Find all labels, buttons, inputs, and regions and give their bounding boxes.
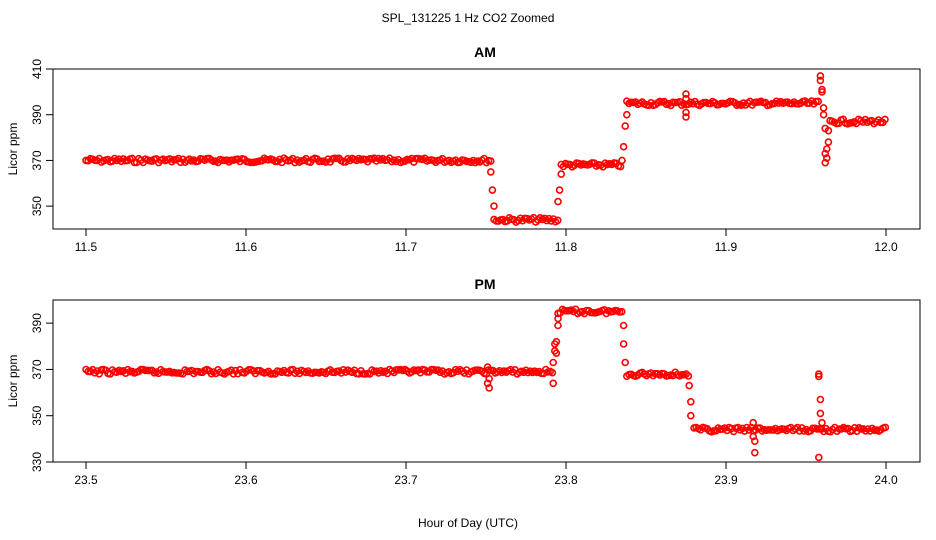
- pm-data-point: [549, 358, 558, 367]
- am-data-point: [557, 170, 566, 178]
- am-y-tick-label: 390: [30, 104, 44, 124]
- am-data-point: [816, 76, 825, 85]
- pm-panel: PM Licor ppm 23.5 23.6 23.7 23.8 23.9 24.0 330…: [6, 276, 921, 487]
- am-data-point: [682, 94, 690, 103]
- am-x-tick-label: 11.7: [395, 240, 418, 254]
- am-data-point: [555, 186, 564, 194]
- am-data-point: [682, 108, 690, 117]
- am-data-point: [486, 168, 495, 176]
- pm-y-tick-label: 350: [30, 405, 44, 425]
- am-data-point: [486, 157, 495, 165]
- pm-panel-title: PM: [475, 276, 496, 292]
- pm-data-point: [750, 448, 759, 457]
- am-data-point: [821, 158, 830, 167]
- pm-data-point: [816, 395, 825, 404]
- am-data-point: [490, 202, 498, 210]
- pm-data-point: [619, 321, 628, 330]
- am-plot-frame: [52, 68, 921, 230]
- pm-data-point: [554, 321, 562, 330]
- pm-data-point: [552, 349, 561, 358]
- am-data-point: [553, 216, 562, 225]
- am-data-point: [554, 197, 562, 206]
- am-x-tick-label: 11.5: [75, 240, 98, 254]
- pm-data-point: [749, 418, 758, 427]
- pm-data-point: [621, 358, 630, 367]
- am-axis-ticks: 11.5 11.6 11.7 11.8 11.9 12.0 350 370 390 410: [30, 59, 898, 254]
- pm-data-point: [617, 307, 626, 316]
- am-data-point: [824, 126, 833, 135]
- pm-data-point: [814, 453, 823, 462]
- am-y-tick-label: 410: [30, 59, 44, 79]
- pm-data-point: [552, 337, 561, 346]
- am-x-tick-label: 12.0: [874, 240, 898, 254]
- pm-x-tick-label: 24.0: [874, 473, 898, 487]
- pm-x-tick-label: 23.5: [74, 473, 98, 487]
- am-data-point: [821, 149, 830, 158]
- am-y-axis-label: Licor ppm: [6, 123, 20, 176]
- am-data-point: [822, 145, 831, 153]
- pm-data-point: [818, 418, 826, 427]
- pm-data-point: [685, 381, 694, 390]
- pm-plot-frame: [52, 299, 921, 463]
- am-y-tick-label: 350: [30, 196, 44, 216]
- am-x-tick-label: 11.6: [235, 240, 258, 254]
- am-data-point: [619, 142, 628, 151]
- pm-x-tick-label: 23.6: [234, 473, 258, 487]
- pm-data-point: [483, 379, 492, 388]
- am-data-point: [618, 156, 626, 165]
- pm-y-tick-label: 330: [30, 452, 44, 472]
- pm-data-point: [816, 409, 825, 418]
- pm-data-point: [554, 314, 562, 323]
- pm-data-point: [483, 363, 492, 371]
- figure-title: SPL_131225 1 Hz CO2 Zoomed: [382, 11, 555, 25]
- pm-x-tick-label: 23.7: [394, 473, 418, 487]
- am-data-point: [819, 104, 828, 112]
- pm-data-point: [549, 379, 558, 388]
- am-data-point: [682, 113, 690, 121]
- am-data-point: [488, 186, 497, 194]
- pm-data-point: [750, 437, 759, 446]
- am-data-point: [881, 115, 889, 124]
- am-data-point: [682, 90, 690, 98]
- pm-x-tick-label: 23.9: [714, 473, 738, 487]
- pm-data-point: [485, 374, 494, 383]
- am-panel: AM Licor ppm 11.5 11.6 11.7 11.8 11.9 12.0 350…: [6, 44, 921, 254]
- pm-y-tick-label: 390: [30, 313, 44, 333]
- pm-data-point: [814, 372, 823, 381]
- pm-axis-ticks: 23.5 23.6 23.7 23.8 23.9 24.0 330 350 370 390: [30, 313, 898, 487]
- pm-data-point: [881, 423, 890, 432]
- am-data-point: [622, 110, 631, 119]
- pm-data-point: [686, 397, 695, 406]
- am-data-point: [814, 97, 823, 106]
- pm-data-points: [82, 305, 890, 462]
- am-y-tick-label: 370: [30, 150, 44, 170]
- am-data-point: [822, 154, 831, 162]
- am-data-point: [621, 122, 630, 130]
- pm-data-point: [485, 384, 494, 392]
- am-data-point: [818, 88, 826, 96]
- x-axis-label: Hour of Day (UTC): [418, 516, 518, 530]
- pm-x-tick-label: 23.8: [554, 473, 578, 487]
- am-panel-title: AM: [474, 44, 496, 60]
- am-data-points: [82, 72, 889, 226]
- am-data-point: [816, 72, 825, 80]
- pm-data-point: [684, 372, 693, 380]
- pm-data-point: [686, 411, 695, 420]
- pm-data-point: [548, 368, 557, 377]
- am-x-tick-label: 11.9: [715, 240, 738, 254]
- pm-y-tick-label: 370: [30, 359, 44, 379]
- pm-y-axis-label: Licor ppm: [6, 355, 20, 408]
- am-data-point: [824, 138, 833, 146]
- pm-data-point: [619, 340, 628, 348]
- am-x-tick-label: 11.8: [555, 240, 578, 254]
- am-data-point: [819, 110, 828, 119]
